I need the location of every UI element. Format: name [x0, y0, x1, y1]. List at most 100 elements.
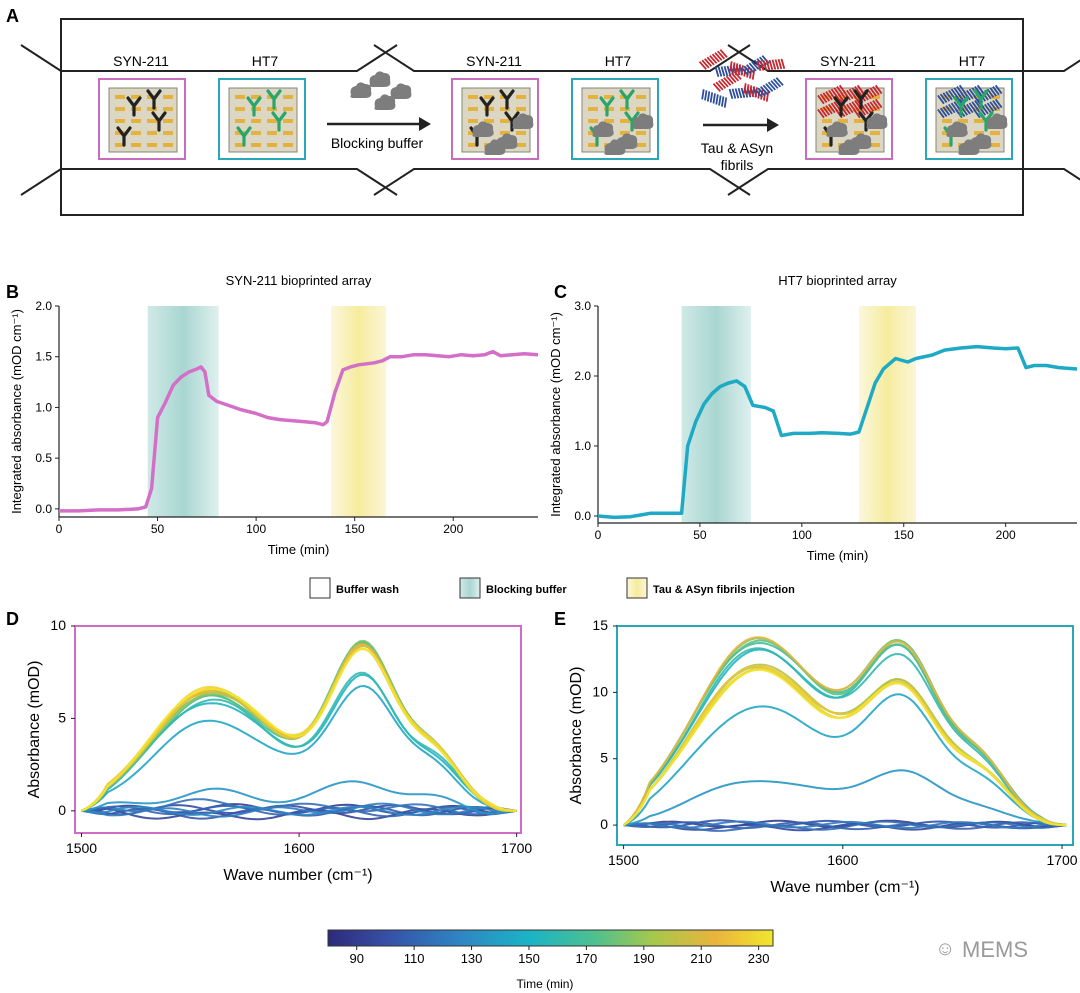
gold-pad	[516, 95, 526, 99]
x-tick-label: 1500	[66, 840, 97, 856]
band-fibrils	[331, 306, 387, 517]
gold-pad	[251, 119, 261, 123]
antibody-icon	[266, 89, 282, 110]
fibril-strand	[874, 84, 883, 95]
chart-b: SYN-211 bioprinted array 0 50 100 150 200 0.0 0…	[9, 273, 539, 557]
fibril-strand	[728, 74, 737, 83]
gold-pad	[500, 119, 510, 123]
fibril-strand	[767, 81, 776, 91]
fibril-strand	[966, 89, 974, 100]
fibril-strand	[937, 108, 945, 119]
x-tick-label: 150	[345, 522, 365, 536]
fibril-strand	[861, 105, 869, 115]
fibril-strand	[704, 58, 713, 67]
spectrum-line	[81, 644, 517, 812]
antibody-icon	[953, 96, 969, 117]
fibril-strand	[734, 88, 740, 99]
fibril-strand	[701, 89, 705, 100]
x-tick-label: 1500	[608, 852, 639, 868]
gold-pad	[147, 107, 157, 111]
y-axis-label: Integrated absorbance (mOD cm⁻¹)	[548, 312, 563, 517]
fibril-strand	[754, 87, 758, 98]
legend-label-fibrils: Tau & ASyn fibrils injection	[653, 584, 795, 596]
gold-pad	[468, 119, 478, 123]
gold-pad	[115, 95, 125, 99]
fibril-strand	[846, 103, 854, 114]
spectrum-line	[622, 647, 1067, 826]
fibril-strand	[731, 72, 740, 82]
fibril-strand	[963, 91, 971, 101]
blocking-protein-icon	[369, 71, 391, 87]
antibody-icon	[146, 89, 162, 110]
spectrum-line	[81, 641, 517, 812]
spectrum-line	[81, 647, 517, 812]
antibody-icon	[246, 96, 262, 117]
spectrum-line	[81, 805, 517, 816]
fibril-strand	[740, 67, 749, 76]
arrow-head	[419, 117, 431, 131]
fibril-strand	[717, 66, 723, 77]
fibril-strand	[720, 78, 729, 88]
fibril-strand	[966, 103, 974, 114]
gold-pad	[163, 143, 173, 147]
y-tick-label: 0.0	[574, 509, 591, 523]
blocking-protein-icon	[374, 94, 396, 110]
y-tick-label: 0	[600, 816, 608, 832]
blocking-protein-icon	[826, 121, 848, 137]
fibril-icon	[756, 58, 786, 72]
antibody-icon	[151, 111, 167, 132]
array-station: SYN-211 HT7	[727, 44, 1080, 196]
trapezoid-top	[20, 44, 398, 72]
syn211-chip-frame	[805, 78, 893, 160]
y-tick-label: 3.0	[574, 299, 591, 313]
antibody-icon	[126, 96, 142, 117]
chart-title: SYN-211 bioprinted array	[226, 273, 372, 288]
gold-pad	[822, 107, 832, 111]
fibril-strand	[760, 86, 769, 95]
series-line	[597, 344, 1078, 520]
spectrum-line	[81, 807, 517, 821]
axes	[58, 306, 538, 518]
fibril-strand	[780, 58, 786, 69]
y-axis-label: Integrated absorbance (mOD cm⁻¹)	[9, 309, 24, 514]
blocking-protein-icon	[512, 113, 534, 129]
syn211-chip-frame	[451, 78, 539, 160]
gold-pad	[588, 119, 598, 123]
legend-swatch-buffer-wash	[309, 577, 331, 599]
fibril-strand	[843, 91, 851, 101]
chart-d: 1500 1600 1700 0 5 10 Wave number (cm⁻¹) Absorb…	[26, 617, 532, 884]
fibril-strand	[760, 89, 764, 100]
fibril-strand	[945, 91, 953, 101]
chart-e: 1500 1600 1700 0 5 10 15 Wave number (cm⁻¹) Abso…	[568, 617, 1078, 896]
fibril-strand	[819, 107, 828, 117]
fibril-strand	[709, 55, 718, 64]
gold-pad	[115, 119, 125, 123]
colorbar-tick-label: 130	[461, 951, 483, 966]
y-tick-label: 15	[592, 617, 608, 633]
x-tick-label: 150	[894, 528, 914, 542]
fibril-strand	[746, 64, 755, 73]
gold-pad	[822, 143, 832, 147]
arrow-head	[767, 118, 779, 132]
colorbar-tick-label: 110	[404, 951, 425, 966]
ht7-chip-frame	[571, 78, 659, 160]
fibril-strand	[706, 56, 715, 66]
x-tick-label: 50	[151, 522, 165, 536]
fibril-strand	[733, 71, 742, 80]
fibril-strand	[777, 58, 783, 70]
fibril-strand	[872, 86, 880, 96]
fibril-strand	[721, 96, 725, 107]
fibril-strand	[706, 91, 711, 102]
spectrum-line	[81, 642, 517, 812]
fibril-strand	[874, 98, 883, 109]
gold-pad	[854, 119, 864, 123]
trapezoid-top	[373, 44, 751, 72]
colorbar-label: Time (min)	[517, 977, 574, 991]
gold-pad	[468, 107, 478, 111]
gold-pad	[283, 143, 293, 147]
fibril-strand	[819, 93, 828, 103]
colorbar-gradient	[327, 929, 774, 947]
